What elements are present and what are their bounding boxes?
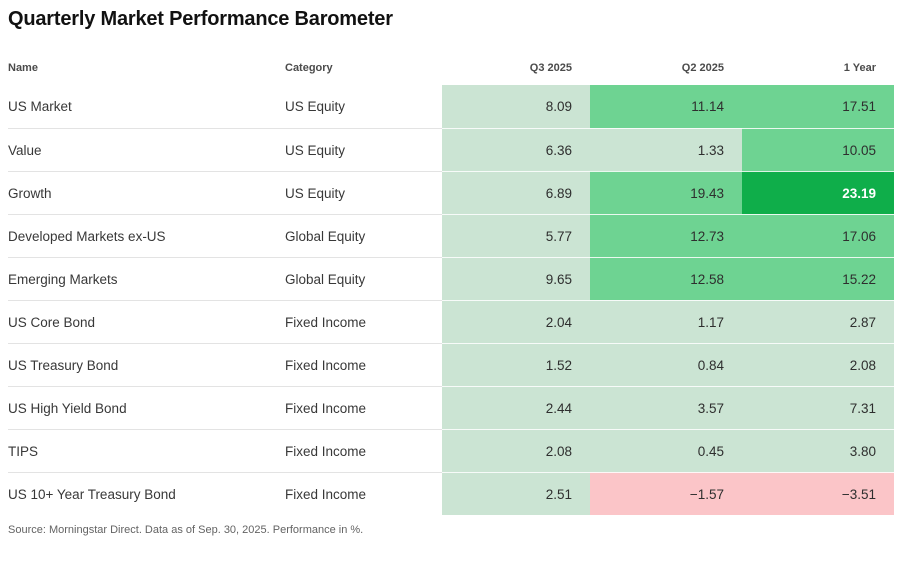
category-cell: Fixed Income <box>285 386 442 429</box>
q3-2025-value-cell: 6.89 <box>442 171 590 214</box>
q3-2025-value-cell: 2.44 <box>442 386 590 429</box>
q2-2025-value-cell: 3.57 <box>590 386 742 429</box>
q3-2025-value-cell: 2.51 <box>442 472 590 515</box>
column-header-q2-2025: Q2 2025 <box>681 62 724 74</box>
name-cell: Developed Markets ex-US <box>8 214 285 257</box>
q3-2025-value-cell: 6.36 <box>442 128 590 171</box>
q2-2025-value-cell: −1.57 <box>590 472 742 515</box>
q3-2025-value-cell: 1.52 <box>442 343 590 386</box>
table-row: TIPS Fixed Income 2.08 0.45 3.80 <box>8 429 894 472</box>
category-cell: Fixed Income <box>285 300 442 343</box>
name-cell: US High Yield Bond <box>8 386 285 429</box>
q2-2025-value-cell: 0.45 <box>590 429 742 472</box>
category-cell: Fixed Income <box>285 472 442 515</box>
column-header-name: Name <box>8 62 38 74</box>
name-cell: Growth <box>8 171 285 214</box>
table-body: US Market US Equity 8.09 11.14 17.51 Value US … <box>8 85 894 515</box>
q3-2025-value-cell: 9.65 <box>442 257 590 300</box>
q2-2025-value-cell: 1.33 <box>590 128 742 171</box>
1-year-value-cell: 23.19 <box>742 171 894 214</box>
1-year-value-cell: 15.22 <box>742 257 894 300</box>
category-cell: US Equity <box>285 128 442 171</box>
table-row: US Treasury Bond Fixed Income 1.52 0.84 2.08 <box>8 343 894 386</box>
column-header-q3-2025: Q3 2025 <box>529 62 572 74</box>
source-note: Source: Morningstar Direct. Data as of S… <box>8 524 364 536</box>
1-year-value-cell: −3.51 <box>742 472 894 515</box>
q3-2025-value-cell: 2.08 <box>442 429 590 472</box>
table-row: US Core Bond Fixed Income 2.04 1.17 2.87 <box>8 300 894 343</box>
performance-table: Name Category Q3 2025 Q2 2025 1 Year US … <box>8 62 894 515</box>
q2-2025-value-cell: 12.73 <box>590 214 742 257</box>
q2-2025-value-cell: 19.43 <box>590 171 742 214</box>
name-cell: US Core Bond <box>8 300 285 343</box>
q3-2025-value-cell: 2.04 <box>442 300 590 343</box>
table-row: Developed Markets ex-US Global Equity 5.77… <box>8 214 894 257</box>
name-cell: US Treasury Bond <box>8 343 285 386</box>
category-cell: US Equity <box>285 99 346 114</box>
table-header-row: Name Category Q3 2025 Q2 2025 1 Year <box>8 62 894 85</box>
1-year-value-cell: 7.31 <box>742 386 894 429</box>
name-cell: Emerging Markets <box>8 257 285 300</box>
q3-2025-value-cell: 5.77 <box>442 214 590 257</box>
name-cell: US 10+ Year Treasury Bond <box>8 472 285 515</box>
name-cell: US Market <box>8 99 72 114</box>
table-row: US Market US Equity 8.09 11.14 17.51 <box>8 85 894 128</box>
category-cell: Global Equity <box>285 257 442 300</box>
q2-2025-value-cell: 0.84 <box>590 343 742 386</box>
category-cell: Global Equity <box>285 214 442 257</box>
1-year-value-cell: 10.05 <box>742 128 894 171</box>
1-year-value-cell: 2.08 <box>742 343 894 386</box>
1-year-value-cell: 3.80 <box>742 429 894 472</box>
table-row: US 10+ Year Treasury Bond Fixed Income 2.5… <box>8 472 894 515</box>
q3-2025-value-cell: 8.09 <box>442 85 590 128</box>
table-row: Emerging Markets Global Equity 9.65 12.58 15… <box>8 257 894 300</box>
q2-2025-value-cell: 1.17 <box>590 300 742 343</box>
table-row: Growth US Equity 6.89 19.43 23.19 <box>8 171 894 214</box>
table-row: Value US Equity 6.36 1.33 10.05 <box>8 128 894 171</box>
1-year-value-cell: 17.06 <box>742 214 894 257</box>
page-title: Quarterly Market Performance Barometer <box>8 8 393 30</box>
q2-2025-value-cell: 11.14 <box>590 85 742 128</box>
name-cell: TIPS <box>8 429 285 472</box>
1-year-value-cell: 2.87 <box>742 300 894 343</box>
q2-2025-value-cell: 12.58 <box>590 257 742 300</box>
name-cell: Value <box>8 128 285 171</box>
1-year-value-cell: 17.51 <box>742 85 894 128</box>
category-cell: Fixed Income <box>285 343 442 386</box>
category-cell: US Equity <box>285 171 442 214</box>
category-cell: Fixed Income <box>285 429 442 472</box>
column-header-1-year: 1 Year <box>843 62 876 74</box>
table-row: US High Yield Bond Fixed Income 2.44 3.57 7.… <box>8 386 894 429</box>
column-header-category: Category <box>285 62 333 74</box>
